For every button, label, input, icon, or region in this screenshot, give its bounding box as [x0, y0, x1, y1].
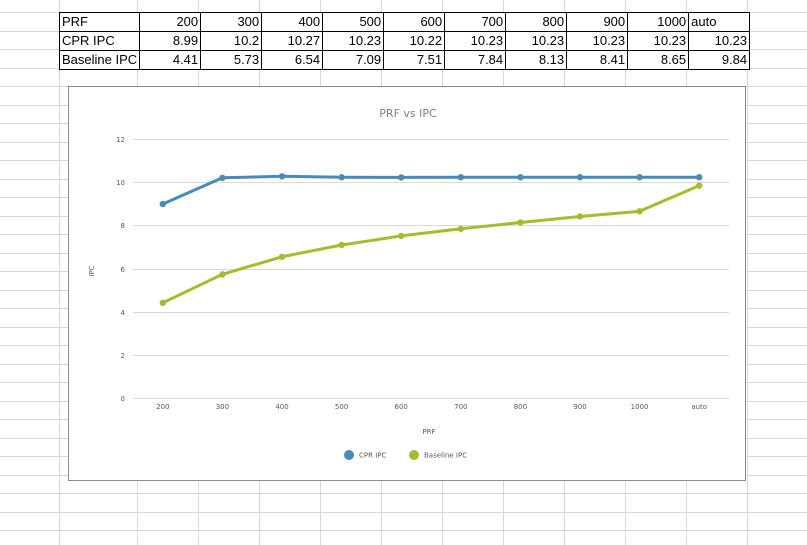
table-cell[interactable]: 600 — [383, 12, 446, 32]
y-tick-label: 2 — [121, 352, 125, 360]
data-point[interactable] — [636, 208, 643, 215]
data-table: PRF 200 300 400 500 600 700 800 900 1000 auto CPR I… — [58, 12, 751, 70]
x-tick-label: 600 — [395, 403, 408, 411]
table-cell[interactable]: 10.23 — [444, 31, 507, 51]
x-tick-label: auto — [691, 403, 707, 411]
table-cell[interactable]: 10.2 — [200, 31, 263, 51]
data-point[interactable] — [517, 174, 524, 181]
table-cell[interactable]: 400 — [261, 12, 324, 32]
x-tick-label: 400 — [275, 403, 288, 411]
table-cell[interactable]: 1000 — [627, 12, 690, 32]
x-tick-label: 200 — [156, 403, 169, 411]
table-cell[interactable]: 8.65 — [627, 50, 690, 70]
table-cell[interactable]: 300 — [200, 12, 263, 32]
table-cell[interactable]: 8.99 — [139, 31, 202, 51]
table-cell[interactable]: 500 — [322, 12, 385, 32]
data-point[interactable] — [159, 200, 166, 208]
data-point[interactable] — [278, 253, 286, 261]
table-cell[interactable]: 8.13 — [505, 50, 568, 70]
table-cell[interactable]: 900 — [566, 12, 629, 32]
y-tick-label: 0 — [121, 395, 125, 403]
line-chart: PRF vs IPC IPC PRF 0 2 4 6 8 10 12 200 300 400 50… — [88, 107, 729, 460]
table-cell[interactable]: 8.41 — [566, 50, 629, 70]
y-tick-label: 6 — [121, 266, 126, 274]
table-cell[interactable]: 10.22 — [383, 31, 446, 51]
row-label[interactable]: CPR IPC — [58, 31, 141, 51]
table-cell[interactable]: 4.41 — [139, 50, 202, 70]
x-tick-label: 1000 — [631, 403, 649, 411]
x-tick-label: 800 — [514, 403, 527, 411]
data-point[interactable] — [159, 299, 166, 307]
chart-title: PRF vs IPC — [379, 107, 437, 120]
legend-label[interactable]: CPR IPC — [359, 452, 386, 460]
data-point[interactable] — [576, 213, 584, 220]
table-cell[interactable]: 10.23 — [627, 31, 690, 51]
table-cell[interactable]: 10.23 — [505, 31, 568, 51]
table-cell[interactable]: auto — [688, 12, 751, 32]
data-point[interactable] — [576, 174, 584, 181]
table-cell[interactable]: 10.23 — [566, 31, 629, 51]
data-point[interactable] — [278, 173, 286, 180]
y-tick-label: 8 — [121, 222, 125, 230]
data-point[interactable] — [338, 174, 345, 181]
data-point[interactable] — [696, 182, 703, 189]
data-point[interactable] — [457, 225, 464, 232]
table-cell[interactable]: 7.09 — [322, 50, 385, 70]
y-tick-label: 12 — [116, 136, 125, 144]
table-cell[interactable]: 9.84 — [688, 50, 751, 70]
table-cell[interactable]: 10.23 — [688, 31, 751, 51]
legend-marker — [344, 450, 354, 460]
data-point[interactable] — [398, 232, 405, 240]
x-tick-label: 300 — [216, 403, 229, 411]
x-tick-label: 900 — [573, 403, 586, 411]
row-label[interactable]: PRF — [58, 12, 141, 32]
data-point[interactable] — [338, 241, 345, 249]
data-point[interactable] — [457, 174, 464, 181]
table-cell[interactable]: 800 — [505, 12, 568, 32]
legend-marker — [409, 450, 419, 460]
x-tick-label: 500 — [335, 403, 348, 411]
x-tick-label: 700 — [454, 403, 467, 411]
legend-label[interactable]: Baseline IPC — [424, 452, 467, 460]
table-cell[interactable]: 700 — [444, 12, 507, 32]
table-cell[interactable]: 7.84 — [444, 50, 507, 70]
data-point[interactable] — [696, 174, 703, 181]
y-tick-label: 10 — [116, 179, 125, 187]
data-point[interactable] — [398, 174, 405, 181]
table-cell[interactable]: 6.54 — [261, 50, 324, 70]
series-line[interactable] — [161, 174, 701, 206]
table-row: PRF 200 300 400 500 600 700 800 900 1000 auto — [58, 12, 751, 32]
table-cell[interactable]: 200 — [139, 12, 202, 32]
row-label[interactable]: Baseline IPC — [58, 50, 141, 70]
table-cell[interactable]: 7.51 — [383, 50, 446, 70]
x-axis-title: PRF — [422, 428, 435, 436]
table-cell[interactable]: 5.73 — [200, 50, 263, 70]
data-point[interactable] — [636, 174, 643, 181]
table-row: Baseline IPC 4.41 5.73 6.54 7.09 7.51 7.84 8.13… — [58, 50, 751, 70]
table-row: CPR IPC 8.99 10.2 10.27 10.23 10.22 10.23 10.23… — [58, 31, 751, 51]
chart-area[interactable]: PRF vs IPC IPC PRF 0 2 4 6 8 10 12 200 300 400 50… — [68, 86, 746, 481]
table-cell[interactable]: 10.23 — [322, 31, 385, 51]
data-point[interactable] — [219, 174, 226, 182]
series-line[interactable] — [161, 184, 701, 305]
data-point[interactable] — [219, 271, 226, 278]
table-cell[interactable]: 10.27 — [261, 31, 324, 51]
series-1 — [159, 182, 703, 307]
series-0 — [159, 173, 703, 208]
data-point[interactable] — [517, 219, 524, 226]
y-tick-label: 4 — [121, 309, 126, 317]
y-axis-title: IPC — [88, 265, 96, 276]
